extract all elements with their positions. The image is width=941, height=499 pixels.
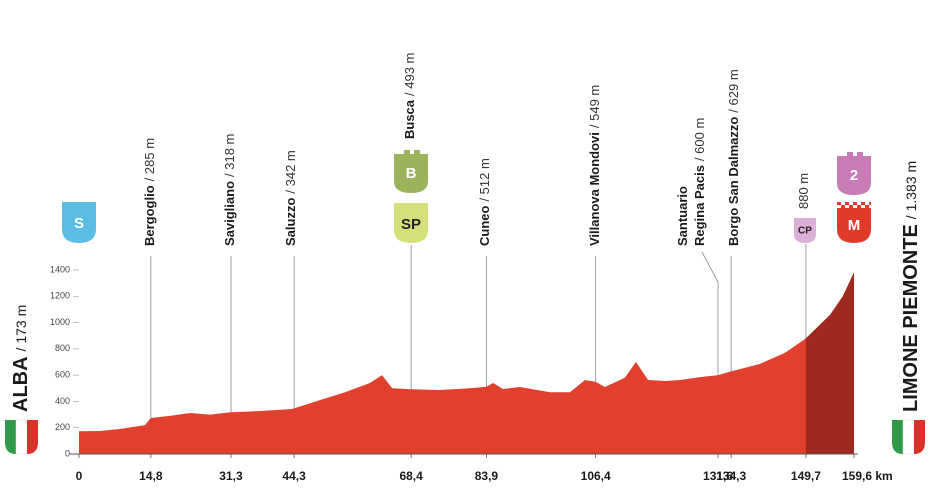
flag-start	[5, 419, 38, 455]
start: ALBA / 173 m	[10, 305, 32, 412]
marker-finish: M	[837, 202, 871, 243]
x-tick-label: 68,4	[399, 469, 423, 483]
waypoint-altitude: / 493 m	[402, 53, 417, 96]
x-tick-label: 44,3	[282, 469, 306, 483]
waypoint-altitude: / 285 m	[142, 138, 157, 181]
x-tick-label: 149,7	[791, 469, 821, 483]
marker-label: SP	[401, 216, 421, 233]
waypoint-altitude: / 512 m	[477, 158, 492, 201]
x-tick-label: 31,3	[219, 469, 243, 483]
waypoint: Santuario Regina Pacis / 600 m	[675, 118, 707, 246]
waypoint-label: Borgo San Dalmazzo / 629 m	[726, 69, 741, 246]
waypoint-name: Bergoglio	[142, 185, 157, 246]
marker-label: 2	[850, 167, 858, 184]
start-name: ALBA	[10, 356, 32, 412]
finish-label: LIMONE PIEMONTE / 1.383 m	[900, 161, 922, 412]
waypoint-label: Cuneo / 512 m	[477, 158, 492, 246]
finish-name: LIMONE PIEMONTE	[900, 224, 922, 412]
marker-sprint-bonus: B	[394, 150, 428, 193]
marker-start: S	[62, 202, 96, 243]
flag-finish	[892, 419, 925, 455]
waypoint-label: Santuario	[675, 186, 690, 246]
waypoint-label: Busca / 493 m	[402, 53, 417, 139]
waypoint: Borgo San Dalmazzo / 629 m	[726, 69, 741, 246]
y-tick-label: 600	[55, 370, 70, 380]
y-tick-label: 1000	[50, 317, 70, 327]
waypoint-label: Saluzzo / 342 m	[283, 150, 298, 246]
marker-label: CP	[798, 226, 812, 237]
waypoint: Busca / 493 m	[402, 53, 417, 139]
marker-label: M	[848, 217, 861, 234]
x-tick-label: 106,4	[581, 469, 611, 483]
waypoint: 880 m	[796, 173, 811, 209]
y-tick-label: 200	[55, 422, 70, 432]
waypoint-altitude: / 600 m	[692, 118, 707, 161]
waypoint: Cuneo / 512 m	[477, 158, 492, 246]
waypoint: Savigliano / 318 m	[222, 134, 237, 246]
waypoint-altitude: / 318 m	[222, 134, 237, 177]
start-altitude: / 173 m	[13, 305, 29, 352]
marker-climb: 2	[837, 152, 871, 195]
waypoint-name: Santuario	[675, 186, 690, 246]
finish-altitude: / 1.383 m	[903, 161, 919, 219]
waypoint-name: Savigliano	[222, 181, 237, 246]
leader-line	[701, 251, 719, 283]
marker-label: B	[406, 165, 417, 182]
waypoint-label: Bergoglio / 285 m	[142, 138, 157, 246]
waypoint-name: Saluzzo	[283, 198, 298, 246]
y-tick-label: 1200	[50, 291, 70, 301]
waypoint-name: Regina Pacis	[692, 165, 707, 246]
waypoint-label: Savigliano / 318 m	[222, 134, 237, 246]
marker-checkpoint: CP	[794, 218, 816, 243]
waypoint-altitude: 880 m	[796, 173, 811, 209]
x-tick-label: 83,9	[475, 469, 499, 483]
start-label: ALBA / 173 m	[10, 305, 32, 412]
y-tick-label: 0	[65, 448, 70, 458]
waypoint-altitude: / 342 m	[283, 150, 298, 193]
y-tick-label: 800	[55, 343, 70, 353]
waypoint-name: Busca	[402, 99, 417, 139]
waypoint-altitude: / 629 m	[726, 69, 741, 112]
waypoint: Saluzzo / 342 m	[283, 150, 298, 246]
x-tick-label: 0	[76, 469, 83, 483]
y-tick-label: 400	[55, 396, 70, 406]
waypoint-name: Borgo San Dalmazzo	[726, 117, 741, 246]
marker-label: S	[74, 215, 84, 232]
x-tick-label: 131,6	[703, 469, 733, 483]
waypoint: Villanova Mondovi / 549 m	[587, 85, 602, 246]
waypoint-label: Regina Pacis / 600 m	[692, 118, 707, 246]
waypoint-name: Villanova Mondovi	[587, 132, 602, 246]
x-tick-label: 159,6 km	[842, 469, 893, 483]
finish: LIMONE PIEMONTE / 1.383 m	[900, 161, 922, 412]
y-tick-label: 1400	[50, 264, 70, 274]
marker-sprint: SP	[394, 203, 428, 243]
waypoint: Bergoglio / 285 m	[142, 138, 157, 246]
waypoint-name: Cuneo	[477, 206, 492, 247]
x-tick-label: 134,3	[716, 469, 746, 483]
elevation-area	[79, 272, 854, 454]
final-climb-area	[805, 272, 854, 454]
plot: 0 200 400 600 800 1000 1200 1400 0 14,8 31,3 44,3 68…	[50, 264, 893, 483]
waypoint-label: Villanova Mondovi / 549 m	[587, 85, 602, 246]
waypoint-label: 880 m	[796, 173, 811, 209]
x-tick-label: 14,8	[139, 469, 163, 483]
waypoint-altitude: / 549 m	[587, 85, 602, 128]
